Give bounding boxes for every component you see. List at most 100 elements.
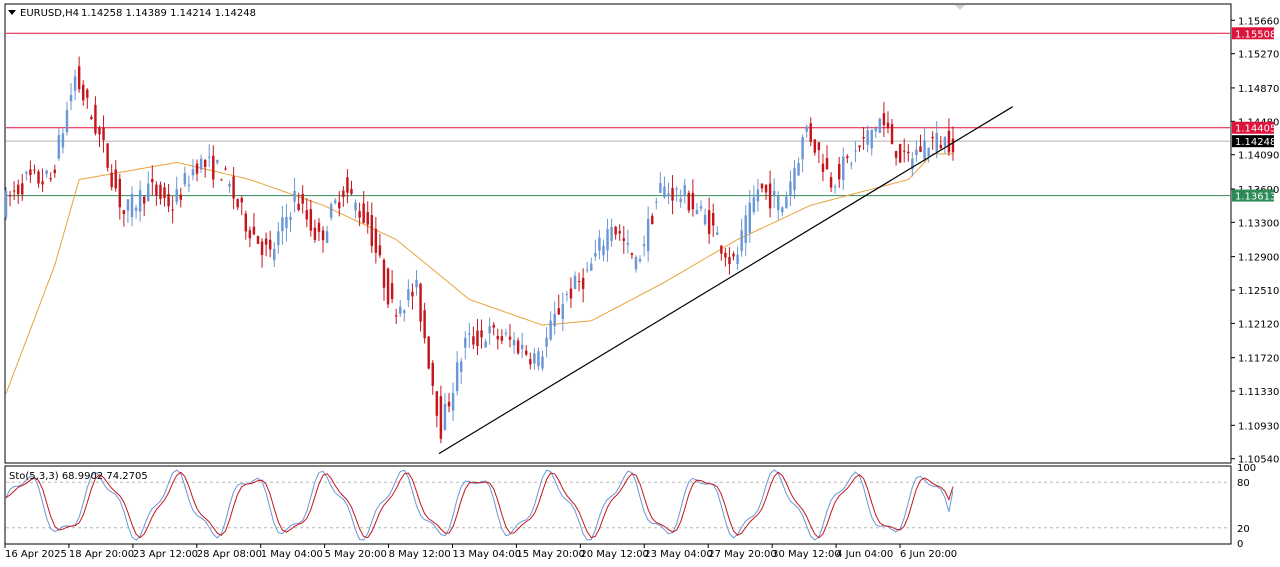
time-tick-label: 30 May 12:00 — [772, 549, 841, 560]
candle-body — [590, 263, 593, 271]
candle-body — [459, 361, 463, 372]
candle-body — [740, 230, 743, 252]
candle-body — [768, 183, 772, 209]
candle-body — [264, 238, 268, 245]
candle-body — [151, 178, 154, 183]
candle-body — [529, 359, 532, 365]
candle-body — [346, 177, 349, 193]
price-tick-label: 1.11720 — [1238, 354, 1279, 365]
stochastic-tick-label: 80 — [1237, 478, 1250, 489]
trendline-layer[interactable] — [438, 106, 1013, 455]
candle-body — [191, 169, 195, 176]
time-tick-label: 5 May 20:00 — [325, 549, 387, 560]
candle-body — [915, 149, 918, 155]
candle-body — [439, 396, 443, 439]
candle-body — [500, 336, 504, 341]
candle-body — [777, 196, 780, 211]
price-tick-label: 1.15660 — [1238, 16, 1279, 27]
candle-body — [130, 194, 134, 218]
candle-body — [716, 232, 719, 235]
candle-body — [630, 253, 634, 255]
candle-body — [598, 237, 601, 251]
candle-body — [244, 213, 248, 232]
candle-body — [4, 190, 8, 218]
candle-body — [850, 163, 853, 165]
candle-body — [898, 143, 902, 163]
candle-body — [118, 178, 122, 208]
scroll-marker-icon[interactable] — [955, 5, 965, 10]
candle-body — [61, 133, 65, 148]
candle-body — [890, 124, 894, 145]
candle-body — [207, 156, 211, 158]
candle-body — [350, 188, 353, 194]
candle-body — [744, 215, 747, 243]
time-tick-label: 4 Jun 04:00 — [836, 549, 893, 560]
candle-body — [585, 269, 589, 271]
candle-body — [512, 339, 516, 346]
candle-body — [837, 163, 841, 180]
candle-body — [907, 151, 910, 154]
candle-body — [760, 183, 764, 189]
candle-body — [106, 143, 109, 168]
candle-body — [468, 333, 471, 335]
candle-body — [57, 135, 61, 159]
triangle-down-icon[interactable] — [8, 10, 16, 15]
candle-body — [545, 337, 548, 347]
stochastic-tick-label: 0 — [1237, 539, 1243, 550]
candle-body — [557, 308, 560, 315]
candle-body — [427, 336, 430, 369]
candle-body — [268, 239, 272, 250]
symbol-label: EURUSD,H4 — [20, 8, 79, 19]
candle-body — [671, 187, 674, 201]
candle-body — [90, 116, 93, 119]
candle-body — [309, 209, 313, 231]
time-tick-label: 6 Jun 20:00 — [900, 549, 957, 560]
candle-body — [252, 226, 256, 235]
candle-body — [21, 183, 24, 195]
price-tick-label: 1.15270 — [1238, 50, 1279, 61]
candle-body — [594, 252, 597, 257]
candle-body — [659, 183, 662, 193]
candle-body — [33, 169, 36, 171]
candle-body — [415, 279, 418, 288]
candle-body — [622, 238, 626, 241]
candle-body — [394, 315, 398, 317]
candle-body — [464, 337, 467, 348]
candle-body — [691, 192, 695, 210]
candle-body — [289, 216, 292, 221]
candle-body — [25, 172, 28, 174]
candle-body — [382, 259, 386, 288]
candle-body — [793, 168, 796, 191]
candle-body — [366, 212, 369, 225]
trendline[interactable] — [438, 106, 1013, 455]
horizontal-lines — [6, 32, 1230, 197]
main-chart-frame — [4, 3, 1232, 464]
candle-body — [683, 185, 686, 197]
candle-body — [321, 230, 325, 241]
candle-body — [736, 254, 739, 265]
price-tick-label: 1.14090 — [1238, 151, 1279, 162]
candle-body — [549, 320, 552, 340]
candle-body — [472, 336, 475, 345]
candle-body — [122, 210, 126, 215]
price-tick-label: 1.12900 — [1238, 253, 1279, 264]
candle-body — [399, 306, 402, 314]
candle-body — [325, 231, 329, 243]
candle-body — [45, 170, 48, 175]
candle-body — [724, 252, 727, 258]
candle-body — [451, 392, 455, 411]
candle-body — [171, 209, 174, 211]
candle-body — [618, 231, 621, 234]
candle-body — [748, 202, 752, 233]
price-tick-label: 1.10540 — [1238, 455, 1279, 466]
time-tick-label: 23 Apr 12:00 — [133, 549, 198, 560]
price-tag-box — [1232, 27, 1274, 40]
price-tag-label: 1.14405 — [1235, 124, 1276, 135]
candle-body — [720, 245, 723, 254]
candle-body — [370, 215, 374, 247]
candle-body — [175, 189, 178, 203]
price-axis: 1.156601.152701.148701.144801.140901.136… — [1231, 16, 1279, 466]
candle-body — [16, 184, 20, 195]
